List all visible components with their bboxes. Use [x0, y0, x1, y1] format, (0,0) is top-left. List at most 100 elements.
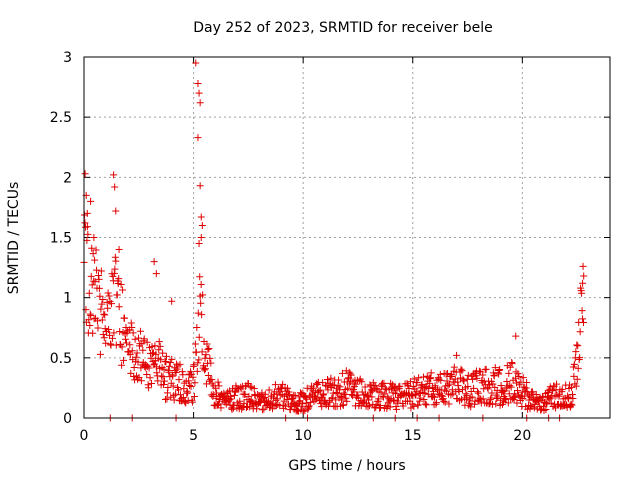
data-point	[501, 387, 509, 395]
data-point	[567, 383, 575, 391]
data-point	[392, 405, 400, 413]
data-point	[173, 365, 181, 373]
data-point	[207, 359, 215, 367]
data-point	[165, 362, 173, 370]
x-tick-label: 5	[189, 428, 198, 444]
data-point	[113, 291, 121, 299]
data-point	[87, 272, 95, 280]
data-point	[88, 281, 96, 289]
data-point	[258, 389, 266, 397]
data-point	[307, 398, 315, 406]
data-point	[227, 395, 235, 403]
data-point	[175, 376, 183, 384]
data-point	[92, 246, 100, 254]
data-point	[573, 375, 581, 383]
data-point	[336, 383, 344, 391]
data-point	[352, 380, 360, 388]
data-point	[201, 366, 209, 374]
data-point	[459, 386, 467, 394]
data-point	[111, 265, 119, 273]
data-point	[140, 335, 148, 343]
y-tick-label: 2	[63, 170, 72, 186]
data-point	[115, 246, 123, 254]
data-point	[499, 388, 507, 396]
data-point	[491, 364, 499, 372]
data-point	[194, 134, 202, 142]
data-point	[396, 382, 404, 390]
data-point	[83, 236, 91, 244]
data-point	[89, 329, 97, 337]
data-point	[104, 289, 112, 297]
data-point	[158, 372, 166, 380]
data-point	[342, 394, 350, 402]
data-point	[145, 364, 153, 372]
data-point	[91, 278, 99, 286]
data-point	[164, 384, 172, 392]
data-point	[343, 397, 351, 405]
data-point	[574, 342, 582, 350]
data-point	[475, 367, 483, 375]
data-point	[90, 277, 98, 285]
data-point	[413, 379, 421, 387]
data-point	[89, 250, 97, 258]
data-point	[435, 375, 443, 383]
data-point	[503, 377, 511, 385]
data-point	[191, 340, 199, 348]
data-point	[197, 299, 205, 307]
data-point	[190, 361, 198, 369]
data-point	[455, 388, 463, 396]
data-point	[168, 355, 176, 363]
data-point	[260, 405, 268, 413]
data-point	[482, 365, 490, 373]
data-point	[86, 322, 94, 330]
data-point	[152, 363, 160, 371]
data-point	[431, 393, 439, 401]
data-point	[170, 396, 178, 404]
data-point	[134, 375, 142, 383]
data-point	[198, 348, 206, 356]
data-point	[414, 401, 422, 409]
data-point	[96, 292, 104, 300]
data-point	[271, 381, 279, 389]
data-point	[441, 398, 449, 406]
data-point	[265, 386, 273, 394]
data-point	[250, 384, 258, 392]
data-point	[133, 349, 141, 357]
data-point	[404, 381, 412, 389]
data-point	[151, 342, 159, 350]
data-point	[444, 382, 452, 390]
data-point	[98, 300, 106, 308]
data-point	[315, 387, 323, 395]
data-point	[126, 341, 134, 349]
data-point	[494, 393, 502, 401]
data-point	[95, 284, 103, 292]
data-point	[453, 351, 461, 359]
data-point	[437, 376, 445, 384]
data-point	[299, 407, 307, 415]
chart-title: Day 252 of 2023, SRMTID for receiver bel…	[193, 20, 492, 36]
data-point	[193, 367, 201, 375]
data-point	[339, 401, 347, 409]
data-point	[507, 383, 515, 391]
data-point	[191, 379, 199, 387]
data-point	[476, 394, 484, 402]
data-point	[115, 303, 123, 311]
data-point	[155, 338, 163, 346]
data-point	[406, 378, 414, 386]
data-point	[96, 350, 104, 358]
data-point	[159, 349, 167, 357]
data-point	[136, 327, 144, 335]
data-point	[291, 391, 299, 399]
data-point	[189, 373, 197, 381]
data-point	[338, 369, 346, 377]
data-point	[172, 368, 180, 376]
data-point	[105, 292, 113, 300]
data-point	[85, 316, 93, 324]
data-point	[112, 207, 120, 215]
data-point	[152, 270, 160, 278]
data-point	[132, 353, 140, 361]
data-point	[101, 311, 109, 319]
data-point	[144, 362, 152, 370]
data-point	[468, 393, 476, 401]
data-point	[513, 387, 521, 395]
